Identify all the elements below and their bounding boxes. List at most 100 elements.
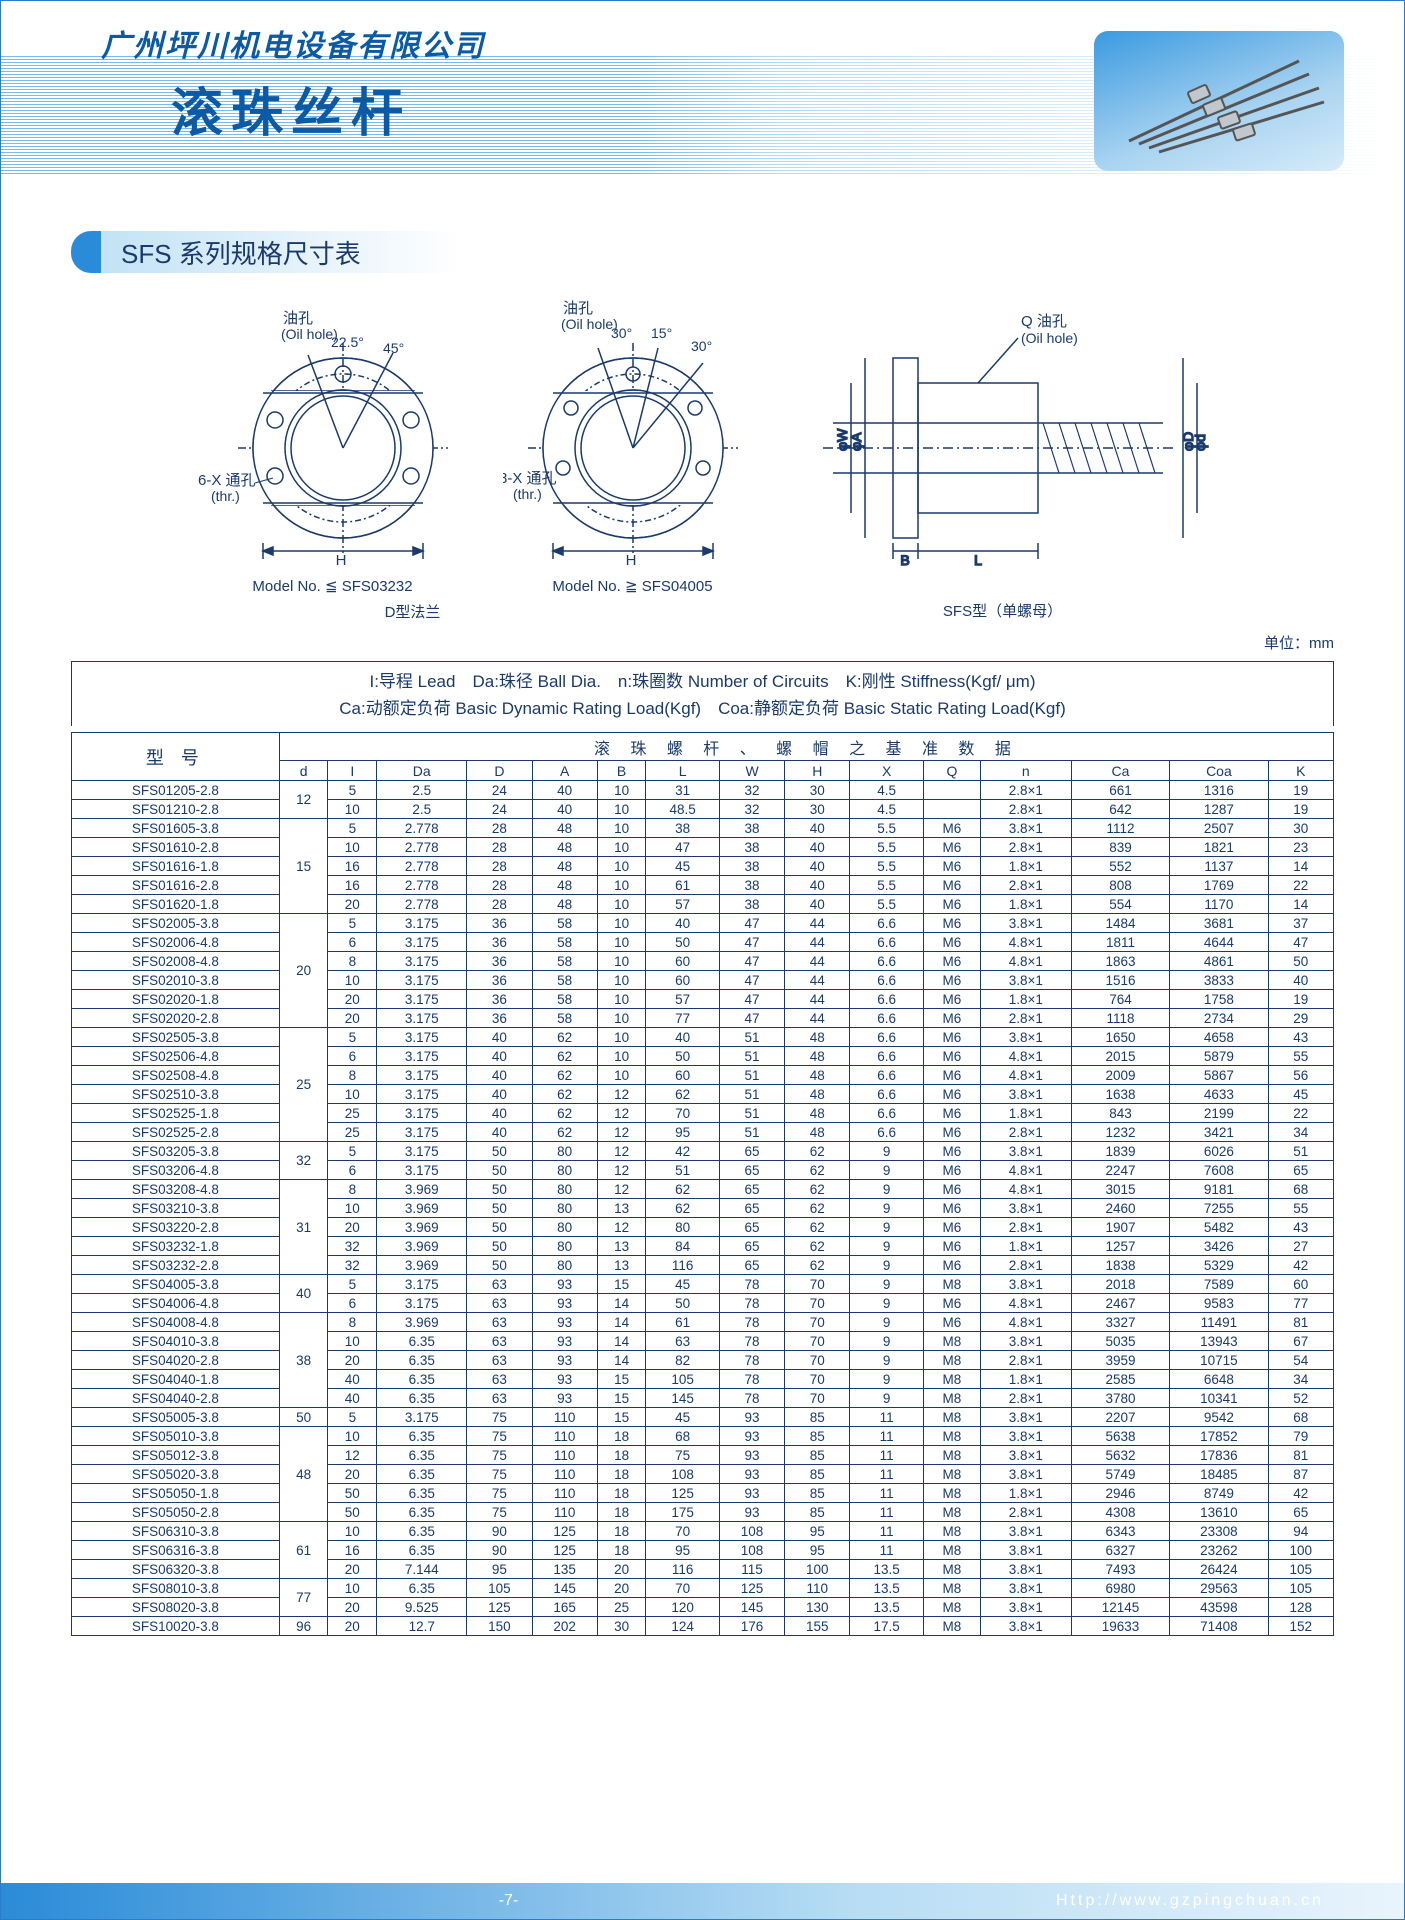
cell: 50	[467, 1237, 532, 1256]
cell: 55	[1268, 1047, 1333, 1066]
legend-box: I:导程 Lead Da:珠径 Ball Dia. n:珠圈数 Number o…	[71, 661, 1334, 726]
cell: 40	[467, 1028, 532, 1047]
cell: 125	[719, 1579, 784, 1598]
cell: 47	[719, 971, 784, 990]
cell: 1907	[1071, 1218, 1169, 1237]
cell: 3.175	[377, 952, 467, 971]
cell: 145	[719, 1598, 784, 1617]
cell: M6	[923, 1218, 980, 1237]
cell: M8	[923, 1522, 980, 1541]
cell: 4.5	[850, 781, 924, 800]
cell: 6.35	[377, 1389, 467, 1408]
cell: 90	[467, 1522, 532, 1541]
cell: 63	[467, 1313, 532, 1332]
cell: 105	[1268, 1560, 1333, 1579]
col-d: d	[279, 761, 328, 781]
col-L: L	[646, 761, 720, 781]
cell: 22	[1268, 876, 1333, 895]
cell: 94	[1268, 1522, 1333, 1541]
cell-model: SFS08020-3.8	[72, 1598, 280, 1617]
cell: 8	[328, 952, 377, 971]
cell: 10	[597, 990, 646, 1009]
cell: 11	[850, 1503, 924, 1522]
cell: 3.8×1	[980, 1617, 1071, 1636]
svg-text:φd: φd	[1192, 434, 1208, 451]
cell: 6.35	[377, 1579, 467, 1598]
table-row: SFS02508-4.883.1754062106051486.6M64.8×1…	[72, 1066, 1334, 1085]
cell: 58	[532, 952, 597, 971]
cell-model: SFS04010-3.8	[72, 1332, 280, 1351]
cell-model: SFS10020-3.8	[72, 1617, 280, 1636]
cell: 10	[597, 895, 646, 914]
cell: 3.8×1	[980, 1085, 1071, 1104]
svg-text:(Oil hole): (Oil hole)	[1021, 330, 1078, 346]
cell: 40	[532, 800, 597, 819]
table-row: SFS05010-3.848106.35751101868938511M83.8…	[72, 1427, 1334, 1446]
cell-model: SFS04008-4.8	[72, 1313, 280, 1332]
cell-model: SFS05005-3.8	[72, 1408, 280, 1427]
table-row: SFS03206-4.863.1755080125165629M64.8×122…	[72, 1161, 1334, 1180]
cell: 150	[467, 1617, 532, 1636]
cell-d: 15	[279, 819, 328, 914]
svg-text:(Oil hole): (Oil hole)	[561, 316, 618, 332]
cell: 10	[597, 1028, 646, 1047]
cell: M8	[923, 1541, 980, 1560]
cell: 3.8×1	[980, 1446, 1071, 1465]
cell: 10	[328, 800, 377, 819]
cell: M6	[923, 838, 980, 857]
cell: 8749	[1170, 1484, 1268, 1503]
cell: 3.175	[377, 1161, 467, 1180]
cell: 10	[597, 933, 646, 952]
flange-type-label: D型法兰	[353, 601, 473, 622]
cell: 44	[785, 914, 850, 933]
cell: 3426	[1170, 1237, 1268, 1256]
cell: 1811	[1071, 933, 1169, 952]
cell: 3.175	[377, 971, 467, 990]
cell: 24	[467, 781, 532, 800]
company-name: 广州坪川机电设备有限公司	[101, 21, 485, 65]
cell: 18	[597, 1484, 646, 1503]
cell: 10	[328, 838, 377, 857]
cell: 11	[850, 1522, 924, 1541]
cell: 7493	[1071, 1560, 1169, 1579]
cell: 2009	[1071, 1066, 1169, 1085]
cell-model: SFS03210-3.8	[72, 1199, 280, 1218]
table-row: SFS04010-3.8106.356393146378709M83.8×150…	[72, 1332, 1334, 1351]
cell: 75	[467, 1503, 532, 1522]
cell-d: 61	[279, 1522, 328, 1579]
cell: 62	[646, 1199, 720, 1218]
cell: 19633	[1071, 1617, 1169, 1636]
cell: 75	[467, 1465, 532, 1484]
cell: 68	[1268, 1180, 1333, 1199]
cell: 3.969	[377, 1218, 467, 1237]
cell: 10	[328, 1427, 377, 1446]
cell: 19	[1268, 800, 1333, 819]
cell: 62	[785, 1142, 850, 1161]
hero-image	[1094, 31, 1344, 171]
cell: 3.8×1	[980, 1275, 1071, 1294]
col-W: W	[719, 761, 784, 781]
page-header: 广州坪川机电设备有限公司 滚珠丝杆	[1, 1, 1404, 201]
cell-model: SFS01205-2.8	[72, 781, 280, 800]
cell: 13610	[1170, 1503, 1268, 1522]
cell: 82	[646, 1351, 720, 1370]
cell: 3.175	[377, 1294, 467, 1313]
cell: 9	[850, 1275, 924, 1294]
cell: 110	[532, 1408, 597, 1427]
cell: 3681	[1170, 914, 1268, 933]
cell: 110	[532, 1484, 597, 1503]
cell-model: SFS05012-3.8	[72, 1446, 280, 1465]
cell: 50	[328, 1503, 377, 1522]
cell: 2018	[1071, 1275, 1169, 1294]
cell: 48	[785, 1123, 850, 1142]
cell: 62	[785, 1256, 850, 1275]
cell: 125	[532, 1541, 597, 1560]
cell: 1516	[1071, 971, 1169, 990]
cell: 2.5	[377, 800, 467, 819]
table-row: SFS06320-3.8207.144951352011611510013.5M…	[72, 1560, 1334, 1579]
cell: 48	[785, 1104, 850, 1123]
cell: 6.6	[850, 933, 924, 952]
cell: 70	[785, 1370, 850, 1389]
cell: 11	[850, 1408, 924, 1427]
col-I: I	[328, 761, 377, 781]
